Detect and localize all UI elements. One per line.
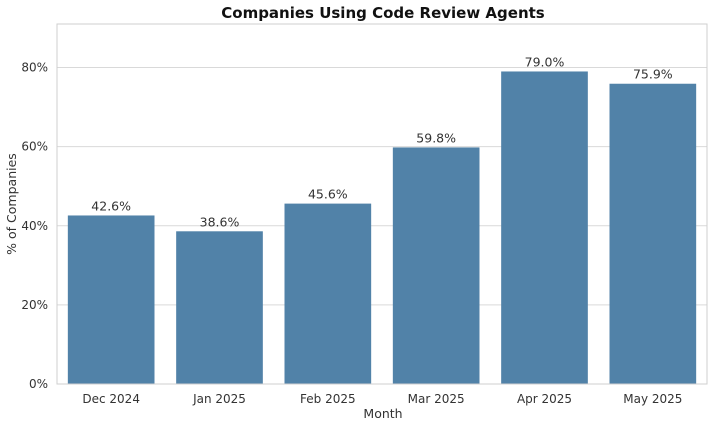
chart-title: Companies Using Code Review Agents xyxy=(221,4,545,22)
data-label: 59.8% xyxy=(416,130,456,145)
bar xyxy=(284,203,372,384)
y-tick-label: 80% xyxy=(21,61,48,75)
x-tick-label: Jan 2025 xyxy=(192,392,246,406)
data-label: 79.0% xyxy=(525,54,565,69)
plot-frame xyxy=(56,23,708,385)
data-label: 42.6% xyxy=(91,198,131,213)
bar xyxy=(501,71,588,384)
x-tick-label: Apr 2025 xyxy=(517,392,572,406)
bar xyxy=(392,147,480,384)
x-tick-labels: Dec 2024 Jan 2025 Feb 2025 Mar 2025 Apr 2025… xyxy=(82,392,682,406)
y-tick-label: 60% xyxy=(21,140,48,154)
x-tick-label: Dec 2024 xyxy=(82,392,140,406)
y-tick-label: 40% xyxy=(21,219,48,233)
x-tick-label: Feb 2025 xyxy=(300,392,356,406)
x-tick-label: May 2025 xyxy=(623,392,682,406)
y-axis-label: % of Companies xyxy=(4,153,19,255)
x-tick-label: Mar 2025 xyxy=(408,392,465,406)
bar xyxy=(67,215,155,384)
data-label: 75.9% xyxy=(633,67,673,82)
y-tick-label: 0% xyxy=(29,377,48,391)
y-tick-label: 20% xyxy=(21,298,48,312)
data-label: 45.6% xyxy=(308,187,348,202)
data-label: 38.6% xyxy=(200,214,240,229)
bar xyxy=(609,83,697,384)
data-labels: 42.6% 38.6% 45.6% 59.8% 79.0% 75.9% xyxy=(91,54,672,229)
bar xyxy=(176,231,263,384)
bars xyxy=(67,71,697,384)
y-tick-labels: 0% 20% 40% 60% 80% xyxy=(21,61,48,391)
x-axis-label: Month xyxy=(363,406,402,421)
